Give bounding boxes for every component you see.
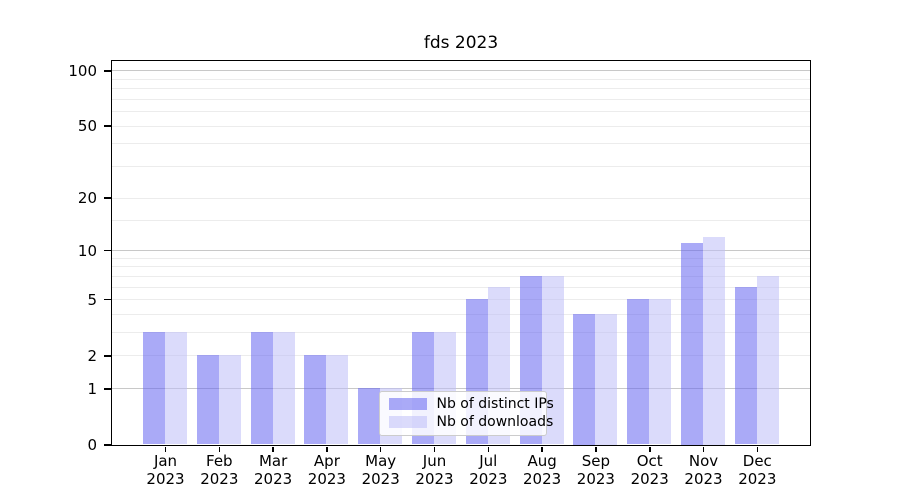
- x-tick-label: May 2023: [361, 452, 400, 488]
- x-tick-mark: [326, 446, 328, 452]
- y-tick-mark: [104, 355, 111, 357]
- x-tick-label: Sep 2023: [576, 452, 615, 488]
- bar-distinct-ips: [143, 332, 165, 445]
- bar-layer: [112, 61, 810, 445]
- x-tick-label: Jan 2023: [146, 452, 185, 488]
- x-tick-mark: [218, 446, 221, 452]
- gridline-minor: [111, 88, 810, 90]
- gridline-minor: [111, 78, 810, 80]
- gridline-minor: [111, 257, 810, 259]
- y-tick-mark: [104, 125, 111, 127]
- gridline-minor: [111, 314, 810, 315]
- gridline-minor: [111, 332, 810, 334]
- y-tick-label: 100: [68, 61, 97, 80]
- plot-area: Nb of distinct IPs Nb of downloads: [110, 59, 811, 446]
- y-tick-label: 2: [87, 346, 97, 365]
- bar-downloads: [595, 314, 618, 445]
- x-tick-label: Mar 2023: [254, 452, 293, 488]
- y-tick-mark: [104, 298, 111, 301]
- x-tick-label: Dec 2023: [738, 452, 777, 488]
- bar-distinct-ips: [573, 314, 596, 445]
- x-tick-mark: [595, 446, 597, 452]
- gridline-minor: [111, 166, 810, 167]
- bar-downloads: [541, 275, 564, 445]
- bar-downloads: [756, 275, 779, 445]
- x-tick-mark: [541, 446, 543, 452]
- bar-distinct-ips: [681, 243, 703, 445]
- x-tick-mark: [433, 446, 436, 452]
- gridline-major: [111, 388, 810, 390]
- y-tick-label: 50: [77, 117, 97, 136]
- legend-item-downloads: Nb of downloads: [388, 414, 553, 430]
- x-tick-mark: [487, 446, 489, 452]
- grid-layer: [111, 61, 810, 445]
- gridline-minor: [111, 98, 810, 100]
- legend-swatch-downloads-icon: [388, 416, 427, 428]
- x-tick-label: Apr 2023: [307, 452, 346, 488]
- x-tick-mark: [756, 446, 758, 452]
- x-tick-label: Jul 2023: [469, 452, 508, 488]
- gridline-minor: [111, 219, 810, 221]
- gridline-minor: [111, 275, 810, 277]
- chart-title: fds 2023: [423, 33, 499, 53]
- x-tick-mark: [272, 446, 274, 452]
- x-tick-mark: [702, 446, 705, 452]
- x-tick-label: Aug 2023: [523, 452, 562, 488]
- y-tick-mark: [104, 197, 111, 199]
- bar-distinct-ips: [304, 355, 327, 445]
- gridline-major: [111, 70, 810, 72]
- gridline-minor: [111, 286, 810, 288]
- x-tick-label: Feb 2023: [200, 452, 239, 488]
- gridline-minor: [111, 299, 810, 301]
- x-tick-label: Oct 2023: [630, 452, 669, 488]
- bar-downloads: [218, 355, 241, 445]
- gridline-minor: [111, 197, 810, 199]
- y-tick-mark: [104, 249, 111, 252]
- gridline-minor: [111, 143, 810, 145]
- y-tick-label: 1: [87, 379, 97, 398]
- legend-label-distinct-ips: Nb of distinct IPs: [436, 395, 554, 412]
- legend: Nb of distinct IPs Nb of downloads: [378, 390, 554, 436]
- legend-label-downloads: Nb of downloads: [436, 413, 554, 430]
- bar-distinct-ips: [627, 299, 650, 445]
- legend-swatch-distinct-ips-icon: [388, 398, 427, 410]
- gridline-minor: [111, 125, 810, 127]
- legend-item-distinct-ips: Nb of distinct IPs: [388, 396, 554, 412]
- x-tick-mark: [164, 446, 167, 452]
- x-tick-label: Jun 2023: [415, 452, 454, 488]
- y-tick-label: 0: [87, 436, 97, 454]
- y-tick-mark: [104, 388, 111, 390]
- y-tick-label: 20: [77, 189, 97, 208]
- bar-downloads: [703, 236, 725, 445]
- bar-distinct-ips: [196, 355, 219, 445]
- y-tick-label: 10: [77, 241, 97, 260]
- y-tick-mark: [104, 70, 111, 72]
- bar-distinct-ips: [358, 388, 381, 445]
- bar-downloads: [165, 332, 187, 445]
- bar-distinct-ips: [734, 286, 757, 445]
- bar-downloads: [326, 355, 349, 445]
- x-tick-label: Nov 2023: [684, 452, 723, 488]
- y-tick-label: 5: [87, 290, 97, 309]
- x-tick-mark: [379, 446, 382, 452]
- y-tick-mark: [104, 444, 111, 446]
- bar-distinct-ips: [250, 332, 273, 445]
- bar-downloads: [272, 332, 295, 445]
- bar-downloads: [649, 299, 672, 445]
- x-tick-mark: [649, 446, 651, 452]
- gridline-major: [111, 250, 810, 251]
- gridline-minor: [111, 266, 810, 268]
- gridline-minor: [111, 355, 810, 357]
- gridline-minor: [111, 111, 810, 113]
